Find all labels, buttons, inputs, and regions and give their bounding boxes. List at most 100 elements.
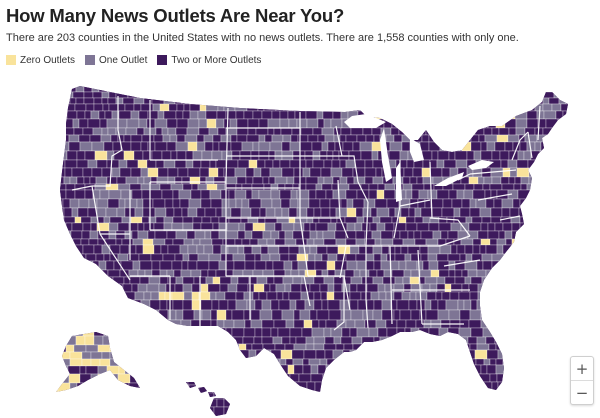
- county: [500, 176, 510, 185]
- county: [533, 230, 543, 240]
- county: [436, 189, 450, 200]
- county: [199, 167, 210, 178]
- us-county-map[interactable]: [0, 70, 600, 418]
- county: [553, 260, 563, 271]
- county: [441, 291, 451, 301]
- county: [298, 103, 309, 112]
- county: [565, 97, 568, 105]
- county: [85, 365, 99, 375]
- county: [455, 103, 466, 112]
- county: [390, 127, 400, 136]
- county: [114, 349, 128, 360]
- county: [181, 86, 190, 93]
- county: [422, 176, 434, 185]
- county: [124, 103, 135, 112]
- county: [56, 335, 59, 346]
- county: [464, 276, 472, 285]
- county: [163, 216, 174, 224]
- county: [85, 253, 97, 262]
- county: [57, 382, 71, 392]
- county: [198, 291, 211, 301]
- county: [173, 269, 182, 278]
- county: [277, 391, 287, 392]
- county: [490, 391, 500, 392]
- county: [544, 319, 555, 329]
- county: [313, 207, 322, 218]
- county: [175, 127, 188, 136]
- county: [225, 230, 239, 240]
- county: [201, 343, 214, 351]
- county: [151, 319, 163, 329]
- county: [274, 176, 288, 185]
- county: [60, 103, 67, 112]
- county: [198, 384, 208, 394]
- county: [541, 230, 549, 240]
- county: [191, 183, 199, 191]
- county: [527, 364, 539, 375]
- county: [251, 189, 260, 200]
- county: [543, 86, 555, 93]
- county: [392, 238, 404, 246]
- county: [480, 364, 488, 375]
- county: [574, 177, 582, 184]
- county: [527, 381, 541, 392]
- county: [73, 244, 84, 255]
- county: [102, 291, 113, 301]
- county: [377, 327, 388, 338]
- county: [544, 349, 553, 360]
- county: [118, 365, 126, 375]
- county: [319, 198, 331, 209]
- county: [526, 230, 535, 240]
- county: [302, 230, 311, 240]
- county: [562, 110, 568, 120]
- county: [518, 207, 528, 218]
- county: [60, 373, 70, 384]
- zoom-out-button[interactable]: −: [575, 383, 589, 402]
- county: [220, 189, 230, 200]
- county: [448, 189, 458, 200]
- county: [471, 216, 483, 224]
- county: [152, 198, 166, 209]
- county: [435, 110, 445, 120]
- county: [57, 335, 67, 346]
- county: [270, 349, 282, 360]
- county: [72, 91, 85, 99]
- county: [429, 336, 439, 345]
- county: [104, 309, 118, 321]
- county: [235, 183, 243, 191]
- county: [421, 167, 431, 178]
- county: [366, 299, 375, 311]
- county: [60, 91, 67, 99]
- county: [557, 238, 565, 246]
- county: [313, 276, 325, 285]
- county: [280, 91, 292, 99]
- county: [553, 134, 567, 143]
- county: [290, 91, 298, 99]
- county: [548, 238, 559, 246]
- county: [525, 91, 533, 99]
- counties-hawaii: [186, 382, 230, 416]
- county: [127, 335, 139, 346]
- zoom-in-button[interactable]: +: [571, 357, 593, 381]
- county: [346, 198, 354, 209]
- county: [321, 253, 329, 262]
- county: [196, 244, 205, 255]
- county: [177, 167, 189, 178]
- county: [216, 183, 226, 191]
- county: [487, 230, 500, 240]
- county: [117, 118, 128, 129]
- county: [241, 97, 252, 105]
- county: [175, 230, 188, 240]
- county: [555, 230, 568, 240]
- county: [215, 207, 223, 218]
- county: [107, 86, 115, 93]
- county: [83, 97, 95, 105]
- county: [335, 343, 345, 351]
- county: [281, 207, 290, 218]
- county: [343, 343, 354, 351]
- county: [216, 319, 225, 329]
- county: [552, 291, 566, 301]
- county: [197, 183, 208, 191]
- county: [220, 336, 233, 345]
- county: [196, 207, 206, 218]
